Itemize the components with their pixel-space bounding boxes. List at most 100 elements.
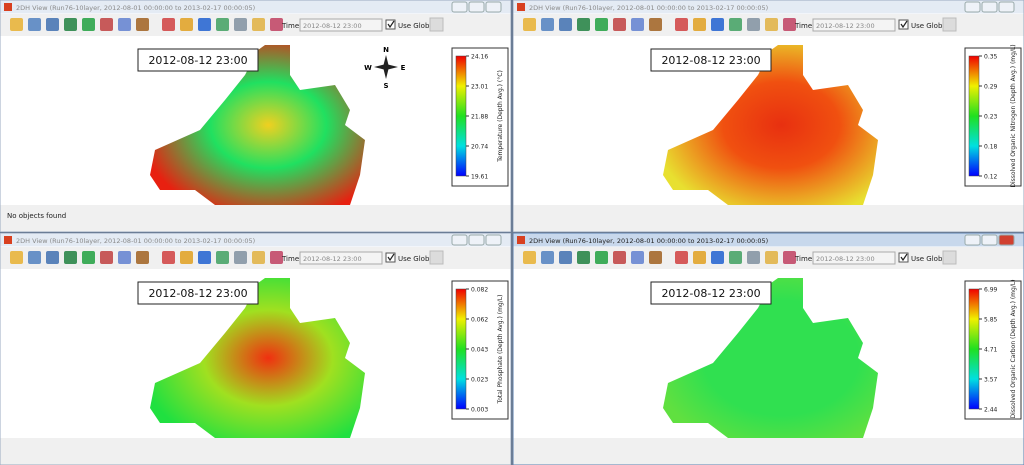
colorbar-tick-label: 4.71 (984, 347, 998, 354)
tool-button[interactable] (180, 18, 193, 31)
tool-button[interactable] (46, 251, 59, 264)
tool-button[interactable] (180, 251, 193, 264)
close-button[interactable] (485, 234, 502, 246)
tool-button[interactable] (675, 251, 688, 264)
time-field[interactable] (299, 18, 383, 32)
tool-button[interactable] (729, 251, 742, 264)
tool-button[interactable] (118, 18, 131, 31)
tool-button[interactable] (559, 251, 572, 264)
tool-button[interactable] (613, 251, 626, 264)
tool-button[interactable] (46, 18, 59, 31)
tool-button[interactable] (28, 251, 41, 264)
tool-button[interactable] (613, 18, 626, 31)
maximize-button[interactable] (468, 1, 485, 13)
minimize-button[interactable] (451, 234, 468, 246)
maximize-button[interactable] (981, 234, 998, 246)
tool-button[interactable] (100, 251, 113, 264)
maximize-button[interactable] (468, 234, 485, 246)
tool-button[interactable] (729, 18, 742, 31)
colorbar-tick-label: 0.35 (984, 54, 998, 61)
timestamp: 2012-08-12 23:00 (661, 54, 760, 67)
window: 2DH View (Run76-10layer, 2012-08-01 00:0… (513, 233, 1024, 465)
use-global-label: Use Global (911, 22, 949, 30)
window: 2DH View (Run76-10layer, 2012-08-01 00:0… (0, 233, 511, 465)
minimize-button[interactable] (964, 1, 981, 13)
tool-button[interactable] (252, 18, 265, 31)
tool-button[interactable] (234, 18, 247, 31)
tool-button[interactable] (10, 18, 23, 31)
tool-button[interactable] (577, 251, 590, 264)
tool-button[interactable] (747, 18, 760, 31)
tool-button[interactable] (675, 18, 688, 31)
tool-button[interactable] (136, 251, 149, 264)
minimize-button[interactable] (451, 1, 468, 13)
tool-button[interactable] (711, 251, 724, 264)
tool-button[interactable] (28, 18, 41, 31)
tool-button[interactable] (783, 251, 796, 264)
timestamp-box (650, 48, 772, 72)
tool-button[interactable] (100, 18, 113, 31)
colorbar-tick-label: 0.003 (471, 407, 488, 414)
tool-button[interactable] (783, 18, 796, 31)
colorbar (968, 55, 980, 177)
tool-button[interactable] (216, 251, 229, 264)
tool-button[interactable] (631, 18, 644, 31)
tool-button[interactable] (541, 251, 554, 264)
minimize-button[interactable] (964, 234, 981, 246)
tool-button[interactable] (765, 18, 778, 31)
use-global-checkbox[interactable] (385, 19, 396, 30)
colorbar (968, 288, 980, 410)
time-field[interactable] (812, 18, 896, 32)
tool-button[interactable] (747, 251, 760, 264)
tool-button[interactable] (693, 251, 706, 264)
time-value: 2012-08-12 23:00 (303, 22, 362, 30)
close-button[interactable] (998, 1, 1015, 13)
tool-button[interactable] (559, 18, 572, 31)
tool-button[interactable] (162, 251, 175, 264)
tool-button[interactable] (693, 18, 706, 31)
tool-button[interactable] (595, 18, 608, 31)
tool-button[interactable] (711, 18, 724, 31)
tool-button[interactable] (162, 18, 175, 31)
colorbar-label: Total Phosphate (Depth Avg.) (mg/L) (497, 295, 504, 405)
tool-button[interactable] (64, 18, 77, 31)
tool-button[interactable] (270, 18, 283, 31)
compass-rose (374, 55, 398, 79)
tool-button[interactable] (765, 251, 778, 264)
tool-button[interactable] (595, 251, 608, 264)
tool-button[interactable] (577, 18, 590, 31)
tool-button[interactable] (234, 251, 247, 264)
close-button[interactable] (485, 1, 502, 13)
tool-button[interactable] (216, 18, 229, 31)
colorbar (455, 288, 467, 410)
tool-button[interactable] (523, 18, 536, 31)
tool-button[interactable] (270, 251, 283, 264)
colorbar-tick-label: 21.88 (471, 114, 488, 121)
use-global-checkbox[interactable] (385, 252, 396, 263)
tool-button[interactable] (64, 251, 77, 264)
use-global-checkbox[interactable] (898, 19, 909, 30)
tool-button[interactable] (649, 18, 662, 31)
tool-button[interactable] (649, 251, 662, 264)
tool-button[interactable] (118, 251, 131, 264)
tool-button[interactable] (82, 251, 95, 264)
tool-button[interactable] (10, 251, 23, 264)
tool-button[interactable] (136, 18, 149, 31)
tool-button[interactable] (198, 18, 211, 31)
maximize-button[interactable] (981, 1, 998, 13)
tool-button[interactable] (631, 251, 644, 264)
timestamp-box (137, 281, 259, 305)
tool-button[interactable] (252, 251, 265, 264)
app-icon (4, 236, 12, 244)
close-button[interactable] (998, 234, 1015, 246)
status-area (0, 205, 511, 232)
time-field[interactable] (812, 251, 896, 265)
time-value: 2012-08-12 23:00 (303, 255, 362, 263)
time-field[interactable] (299, 251, 383, 265)
tool-button[interactable] (541, 18, 554, 31)
tool-button[interactable] (523, 251, 536, 264)
use-global-checkbox[interactable] (898, 252, 909, 263)
tool-button[interactable] (198, 251, 211, 264)
tool-button[interactable] (82, 18, 95, 31)
check-mark (387, 20, 395, 29)
